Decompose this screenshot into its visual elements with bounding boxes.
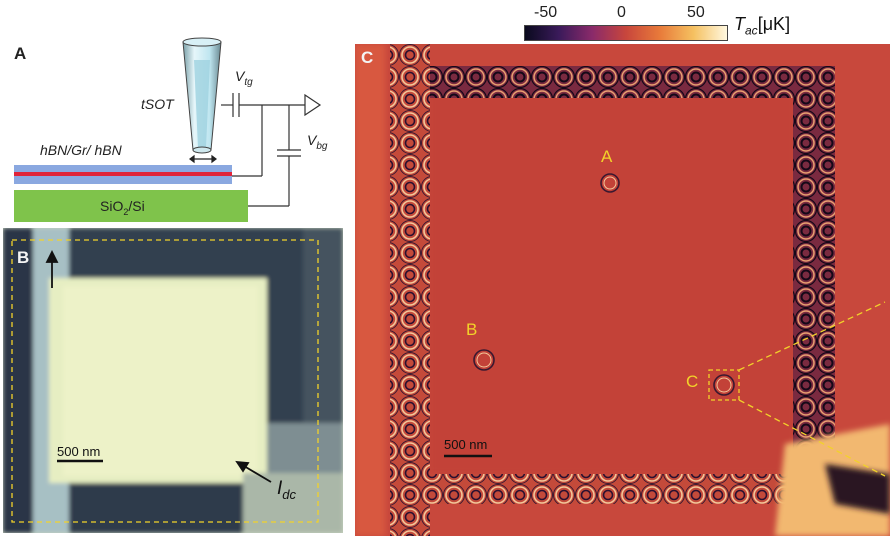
marker-a-label: A bbox=[601, 147, 613, 166]
scale-bar-b-label: 500 nm bbox=[57, 444, 101, 459]
edge-ripples-top bbox=[430, 66, 835, 98]
colorbar-tick-label: 0 bbox=[617, 4, 626, 21]
tip-label: tSOT bbox=[141, 96, 174, 112]
top-gate-voltage-label: Vtg bbox=[235, 68, 253, 88]
graphene-layer bbox=[14, 172, 232, 176]
hbn-bottom-layer bbox=[14, 176, 232, 184]
substrate-block bbox=[14, 190, 248, 222]
panel-a: A bbox=[0, 0, 360, 225]
edge-ripples-bottom bbox=[430, 474, 820, 504]
colorbar-label: Tac[μK] bbox=[734, 14, 791, 38]
defect-b-circle bbox=[473, 349, 495, 371]
zoom-line-top bbox=[738, 301, 886, 371]
colorbar: -50 0 50 Tac[μK] bbox=[520, 0, 820, 42]
tip-diameter-arrow bbox=[189, 154, 217, 164]
stack-label: hBN/Gr/ hBN bbox=[40, 142, 122, 158]
panel-c: C A B C 500 nm bbox=[355, 44, 890, 536]
circuit-wiring bbox=[221, 93, 322, 207]
substrate-label: SiO2/Si bbox=[100, 198, 145, 217]
colorbar-tick-label: 50 bbox=[687, 4, 705, 21]
current-arrow-icon bbox=[235, 460, 272, 483]
zoom-box bbox=[708, 369, 740, 401]
panel-b-letter: B bbox=[17, 248, 30, 267]
back-gate-voltage-label: Vbg bbox=[307, 132, 328, 152]
marker-c-label: C bbox=[686, 372, 699, 391]
zoom-line-bottom bbox=[738, 399, 886, 477]
colorbar-gradient bbox=[524, 25, 728, 41]
current-label: Idc bbox=[277, 478, 297, 502]
panel-a-letter: A bbox=[14, 44, 27, 63]
panel-b: B 500 nm Idc bbox=[3, 228, 343, 533]
defect-c-circle bbox=[713, 374, 735, 396]
tsot-tip-icon bbox=[182, 37, 222, 154]
scale-bar-c-label: 500 nm bbox=[444, 437, 488, 452]
colorbar-tick-label: -50 bbox=[534, 4, 558, 21]
up-arrow-icon bbox=[45, 249, 59, 288]
edge-ripples-left bbox=[390, 44, 430, 536]
defect-a-circle bbox=[600, 173, 620, 193]
hbn-top-layer bbox=[14, 165, 232, 172]
optical-image bbox=[3, 228, 343, 533]
edge-ripples-right bbox=[793, 66, 835, 451]
thermal-map bbox=[355, 44, 890, 536]
scan-area-frame bbox=[11, 239, 319, 523]
setup-schematic bbox=[14, 37, 322, 222]
marker-b-label: B bbox=[466, 320, 478, 339]
panel-c-letter: C bbox=[361, 48, 374, 67]
